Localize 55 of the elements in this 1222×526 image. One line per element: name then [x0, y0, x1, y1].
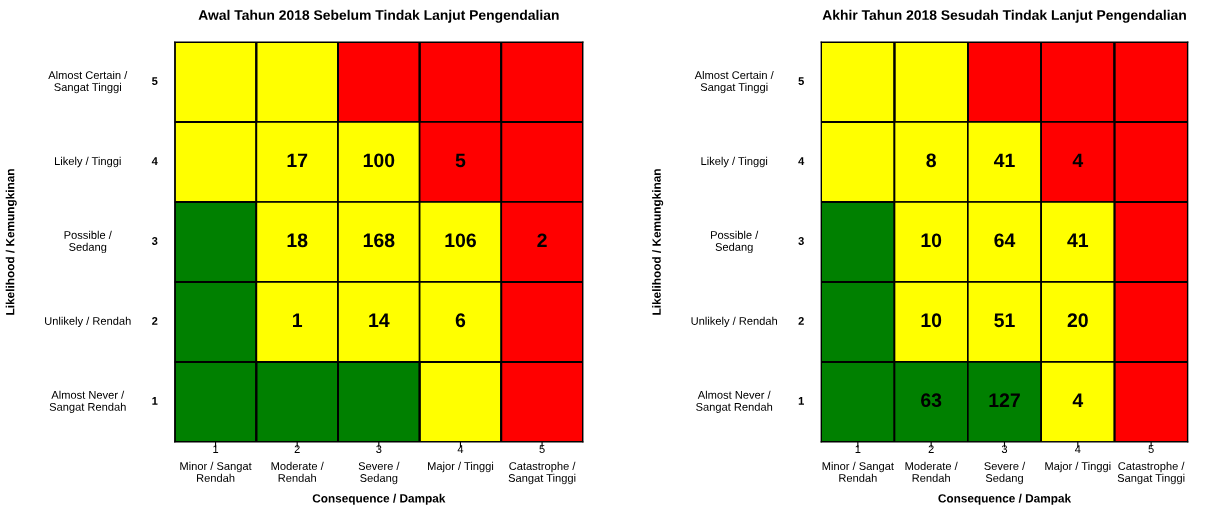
x-tick-label: 4 Major / Tinggi — [1045, 445, 1111, 473]
data-label: 20 — [1067, 313, 1088, 328]
data-label: 18 — [287, 233, 308, 248]
x-tick-label: 3 Severe / Sedang — [358, 445, 400, 485]
data-label: 168 — [363, 233, 395, 248]
data-label: 2 — [537, 233, 547, 247]
data-label: 106 — [445, 233, 476, 248]
data-label: 10 — [921, 313, 942, 328]
x-tick-label: 2 Moderate / Rendah — [271, 445, 324, 482]
data-label: 100 — [363, 153, 395, 168]
y-axis-title: Likelihood / Kemungkinan — [652, 169, 664, 315]
y-tick-label: Unlikely / Rendah — [691, 316, 778, 328]
data-label: 4 — [1072, 393, 1084, 407]
data-label: 4 — [1072, 153, 1084, 168]
x-tick-label: 2 Moderate / Rendah — [905, 445, 958, 482]
data-label: 63 — [921, 393, 942, 408]
data-label: 10 — [921, 233, 942, 248]
y2-tick-label: 5 — [798, 77, 804, 86]
y-tick-label: Possible / Sedang — [64, 230, 112, 254]
data-label: 127 — [989, 393, 1020, 407]
y-tick-label: Likely / Tinggi — [55, 156, 121, 168]
y-tick-label: Almost Certain / Sangat Tinggi — [48, 70, 128, 94]
data-label: 8 — [926, 153, 936, 168]
y2-tick-label: 2 — [152, 317, 158, 325]
data-label: 5 — [455, 153, 466, 168]
chart-title: Akhir Tahun 2018 Sesudah Tindak Lanjut Pengendalian — [822, 9, 1186, 23]
y2-tick-label: 3 — [151, 237, 158, 245]
y2-tick-label: 2 — [798, 317, 804, 325]
data-label: 41 — [1067, 233, 1089, 247]
y-tick-label: Likely / Tinggi — [701, 156, 768, 168]
y2-tick-label: 1 — [798, 397, 804, 405]
data-label: 17 — [287, 153, 308, 168]
data-label: 6 — [455, 313, 466, 328]
data-label: 64 — [994, 233, 1016, 248]
y-tick-label: Almost Never / Sangat Rendah — [696, 390, 773, 414]
y-tick-label: Almost Certain / Sangat Tinggi — [694, 70, 774, 94]
data-label: 41 — [993, 153, 1015, 168]
y2-tick-label: 3 — [798, 237, 804, 245]
x-tick-label: 1 Minor / Sangat Rendah — [822, 445, 894, 482]
y2-tick-label: 5 — [152, 77, 158, 86]
x-axis-title: Consequence / Dampak — [938, 493, 1072, 505]
data-label: 14 — [369, 313, 390, 327]
y-tick-label: Unlikely / Rendah — [45, 316, 131, 328]
data-label: 1 — [293, 313, 303, 327]
x-tick-label: 5 Catastrophe / Sangat Tinggi — [1117, 445, 1185, 485]
y2-tick-label: 1 — [152, 397, 158, 405]
chart-title: Awal Tahun 2018 Sebelum Tindak Lanjut Pengendalian — [198, 9, 559, 23]
x-tick-label: 5 Catastrophe / Sangat Tinggi — [508, 445, 576, 485]
y-tick-label: Possible / Sedang — [711, 230, 759, 254]
data-label: 51 — [994, 313, 1015, 328]
x-axis-title: Consequence / Dampak — [312, 493, 446, 505]
y-tick-label: Almost Never / Sangat Rendah — [49, 390, 126, 414]
y2-tick-label: 4 — [151, 157, 158, 165]
y2-tick-label: 4 — [798, 157, 805, 165]
y-axis-title: Likelihood / Kemungkinan — [5, 169, 17, 315]
